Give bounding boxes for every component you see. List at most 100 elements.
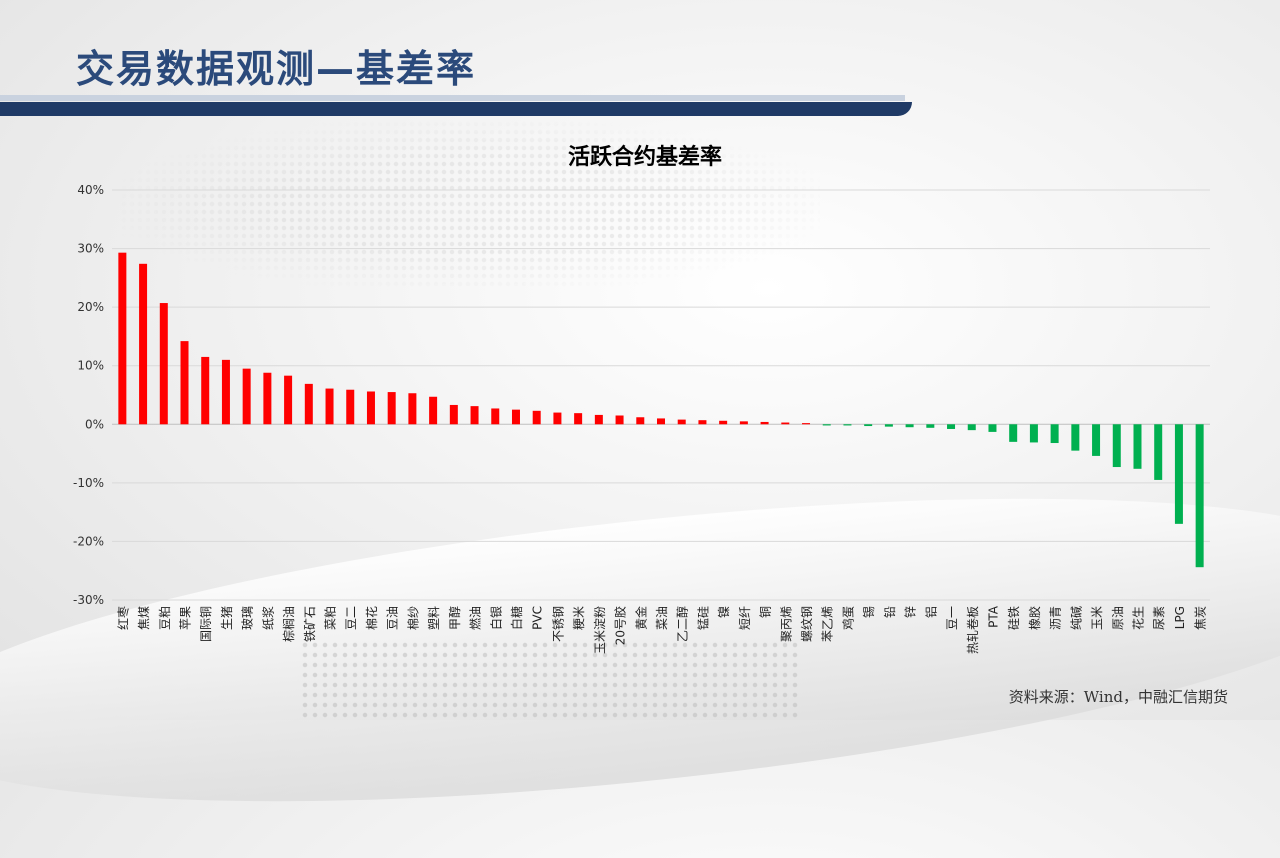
x-tick-label: 白糖 (509, 606, 524, 630)
bar (201, 356, 210, 425)
chart-title: 活跃合约基差率 (568, 144, 722, 170)
x-tick-label: 锡 (861, 606, 876, 618)
x-tick-label: 乙二醇 (675, 606, 690, 642)
bar (366, 391, 375, 425)
x-tick-label: 硅铁 (1007, 606, 1021, 630)
x-tick-label: 锌 (904, 606, 918, 618)
x-tick-label: 菜油 (655, 606, 669, 630)
bar (1112, 424, 1121, 468)
x-tick-label: 花生 (1130, 606, 1145, 630)
bar (781, 422, 790, 425)
x-tick-label: 鸡蛋 (840, 606, 855, 630)
bar (429, 396, 438, 425)
x-tick-label: 豆一 (945, 606, 959, 630)
bar (470, 406, 479, 425)
bar (1154, 424, 1163, 480)
x-tick-label: 燃油 (468, 606, 483, 630)
x-tick-label: 镍 (717, 606, 731, 618)
y-tick-label: 20% (77, 300, 104, 314)
y-tick-label: -30% (73, 593, 104, 607)
x-tick-label: 玉米淀粉 (593, 606, 607, 654)
x-tick-label: 纯碱 (1069, 606, 1083, 630)
bar (408, 393, 417, 425)
bar (636, 417, 645, 425)
x-tick-label: 纸浆 (260, 606, 275, 630)
bar (263, 372, 272, 425)
source-note: 资料来源：Wind，中融汇信期货 (1008, 688, 1228, 706)
x-tick-label: 锰硅 (695, 606, 710, 630)
x-tick-label: 橡胶 (1027, 606, 1042, 630)
slide-title: 交易数据观测—基差率 (76, 47, 477, 91)
x-tick-label: 红枣 (115, 606, 130, 630)
x-tick-label: 苯乙烯 (821, 606, 835, 642)
x-tick-label: 白银 (488, 606, 503, 630)
bar (822, 424, 831, 426)
header-underline-light (0, 95, 905, 101)
y-tick-label: 30% (77, 242, 104, 256)
bar (118, 252, 127, 425)
gridlines (112, 189, 1210, 601)
bar (905, 424, 914, 428)
x-tick-label: 铁矿石 (303, 606, 317, 642)
x-tick-label: 棉纱 (406, 606, 420, 630)
bar (511, 409, 520, 425)
x-tick-label: 焦煤 (137, 606, 151, 630)
x-tick-label: 原油 (1111, 606, 1125, 630)
x-tick-label: 玉米 (1090, 606, 1104, 630)
bar (159, 303, 168, 425)
bar (1009, 424, 1018, 442)
bar (1029, 424, 1038, 443)
bar (491, 408, 500, 425)
y-axis-ticks: -30% -20% -10% 0% 10% 20% 30% 40% (73, 183, 104, 607)
bar (760, 421, 769, 425)
x-tick-label: 生猪 (220, 606, 234, 630)
x-tick-label: 不锈钢 (551, 606, 565, 642)
bar (574, 413, 583, 425)
bar (1133, 424, 1142, 469)
x-tick-label: 玻璃 (241, 606, 255, 630)
x-tick-label: 焦炭 (1194, 606, 1208, 630)
x-tick-label: 塑料 (426, 606, 441, 630)
x-tick-label: 苹果 (179, 606, 193, 630)
bar (532, 410, 541, 425)
x-tick-label: 菜粕 (323, 606, 338, 630)
y-tick-label: 0% (85, 417, 104, 431)
x-tick-label: 黄金 (633, 606, 648, 630)
bar (221, 359, 230, 425)
x-tick-label: PTA (986, 605, 1000, 628)
bar (180, 341, 189, 425)
bar (677, 419, 686, 425)
x-tick-label: 20号胶 (613, 606, 628, 645)
x-tick-label: 铝 (923, 606, 938, 618)
x-tick-label: 热轧卷板 (965, 606, 980, 654)
bar (967, 424, 976, 431)
bar (594, 414, 603, 425)
bar (1174, 424, 1183, 524)
x-tick-label: 聚丙烯 (779, 606, 793, 642)
bar (1092, 424, 1101, 456)
bar (1195, 424, 1204, 568)
bar (387, 392, 396, 425)
x-tick-label: PVC (531, 606, 545, 630)
bar (884, 424, 893, 427)
x-tick-label: 棉花 (364, 606, 379, 630)
x-axis-labels: 红枣 焦煤 豆粕 苹果 国际铜 生猪 玻璃 纸浆 棕榈油 铁矿石 菜粕 豆二 棉花 豆油 棉纱 塑料 甲醇 燃油白… (115, 605, 1207, 654)
x-tick-label: 豆二 (344, 606, 358, 630)
basis-rate-chart: 活跃合约基差率 -30%-20%-10%0%10%20%30%40% 红枣 焦煤豆… (73, 144, 1210, 654)
x-tick-label: 豆粕 (157, 606, 172, 630)
world-map-background (120, 120, 820, 290)
bar (719, 420, 728, 425)
bar (843, 424, 852, 426)
x-tick-label: 国际铜 (198, 606, 213, 642)
x-tick-label: LPG (1173, 606, 1187, 629)
bar (1050, 424, 1059, 444)
x-tick-label: 铅 (883, 606, 897, 618)
bar (615, 415, 624, 425)
bar (284, 375, 293, 425)
x-tick-label: 尿素 (1152, 606, 1166, 630)
x-tick-label: 豆油 (386, 606, 400, 630)
y-tick-label: 40% (77, 183, 104, 197)
bar (698, 420, 707, 425)
bars (118, 252, 1204, 568)
bar (864, 424, 873, 427)
